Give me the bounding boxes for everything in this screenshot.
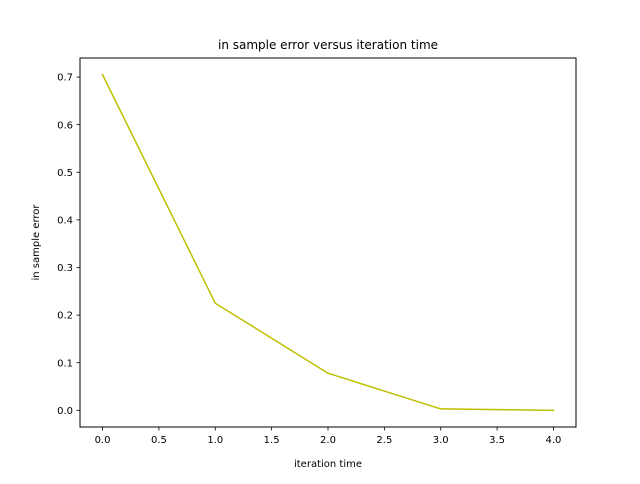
x-tick-label: 1.5 — [264, 435, 280, 446]
y-tick-label: 0.2 — [57, 311, 73, 322]
x-tick-label: 3.0 — [433, 435, 449, 446]
x-tick-label: 2.0 — [320, 435, 336, 446]
x-axis-ticks: 0.0 0.5 1.0 1.5 2.0 2.5 3.0 3.5 4.0 — [95, 427, 562, 446]
x-tick-label: 0.0 — [95, 435, 111, 446]
axes-frame — [79, 57, 577, 428]
x-tick-label: 1.0 — [207, 435, 223, 446]
chart-title: in sample error versus iteration time — [218, 38, 438, 52]
series-layer — [101, 73, 555, 412]
y-tick-label: 0.6 — [57, 120, 73, 131]
y-tick-label: 0.1 — [57, 358, 73, 369]
y-tick-label: 0.3 — [57, 263, 73, 274]
x-tick-label: 2.5 — [376, 435, 392, 446]
y-axis-label: in sample error — [31, 204, 42, 281]
y-tick-label: 0.7 — [57, 73, 73, 84]
x-tick-label: 0.5 — [151, 435, 167, 446]
y-tick-label: 0.4 — [57, 215, 73, 226]
y-axis-ticks: 0.0 0.1 0.2 0.3 0.4 0.5 0.6 0.7 — [57, 73, 80, 417]
series-line — [101, 73, 555, 412]
x-tick-label: 3.5 — [489, 435, 505, 446]
x-tick-label: 4.0 — [546, 435, 562, 446]
y-tick-label: 0.5 — [57, 168, 73, 179]
y-tick-label: 0.0 — [57, 406, 73, 417]
x-axis-label: iteration time — [294, 459, 362, 470]
